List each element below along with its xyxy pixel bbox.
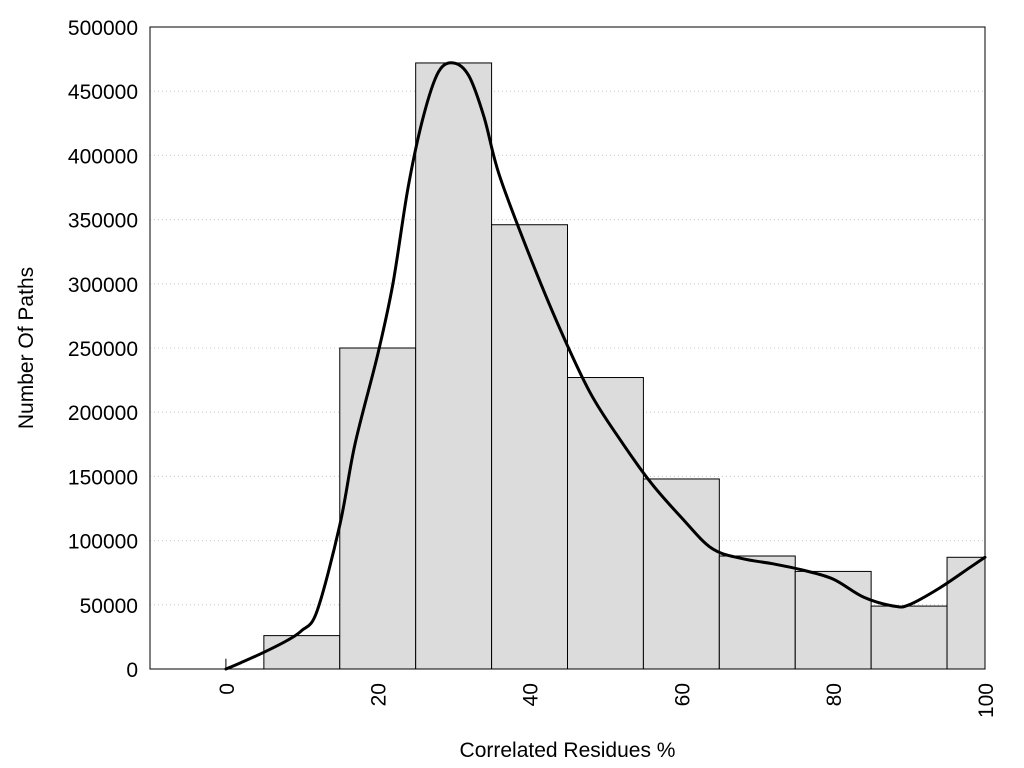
y-tick-labels: 0 50000 100000 150000 200000 250000 300000 3500…: [68, 17, 138, 682]
y-tick-label: 300000: [68, 274, 138, 297]
y-tick-label: 100000: [68, 531, 138, 554]
x-tick-label: 40: [520, 683, 543, 706]
histogram-bar: [339, 347, 417, 670]
y-axis-title: Number Of Paths: [15, 267, 38, 429]
histogram-bar: [415, 62, 493, 670]
histogram-bar: [567, 377, 644, 670]
x-tick-labels: 0 20 40 60 80 100: [216, 683, 998, 718]
histogram-bar: [870, 605, 948, 670]
y-tick-label: 0: [126, 659, 138, 682]
histogram-bar: [946, 556, 986, 670]
x-tick-label: 0: [216, 683, 239, 695]
x-tick-label: 100: [975, 683, 998, 718]
x-axis-title: Correlated Residues %: [460, 739, 676, 762]
y-tick-label: 50000: [80, 595, 138, 618]
y-tick-label: 200000: [68, 402, 138, 425]
y-tick-label: 350000: [68, 210, 138, 233]
y-tick-label: 150000: [68, 466, 138, 489]
curve-layer: [224, 61, 987, 671]
histogram-bar: [491, 224, 568, 670]
y-tick-label: 450000: [68, 81, 138, 104]
histogram-bar: [642, 478, 720, 670]
x-tick-label: 80: [823, 683, 846, 706]
y-tick-label: 400000: [68, 145, 138, 168]
histogram-bar: [718, 555, 796, 670]
bars-layer: [225, 62, 986, 670]
x-tick-label: 60: [671, 683, 694, 706]
y-tick-label: 250000: [68, 338, 138, 361]
y-tick-label: 500000: [68, 17, 138, 40]
histogram-bar: [794, 570, 872, 670]
plot-frame: [149, 26, 986, 670]
density-curve: [224, 61, 987, 671]
x-tick-label: 20: [368, 683, 391, 706]
histogram-bar: [263, 635, 341, 670]
